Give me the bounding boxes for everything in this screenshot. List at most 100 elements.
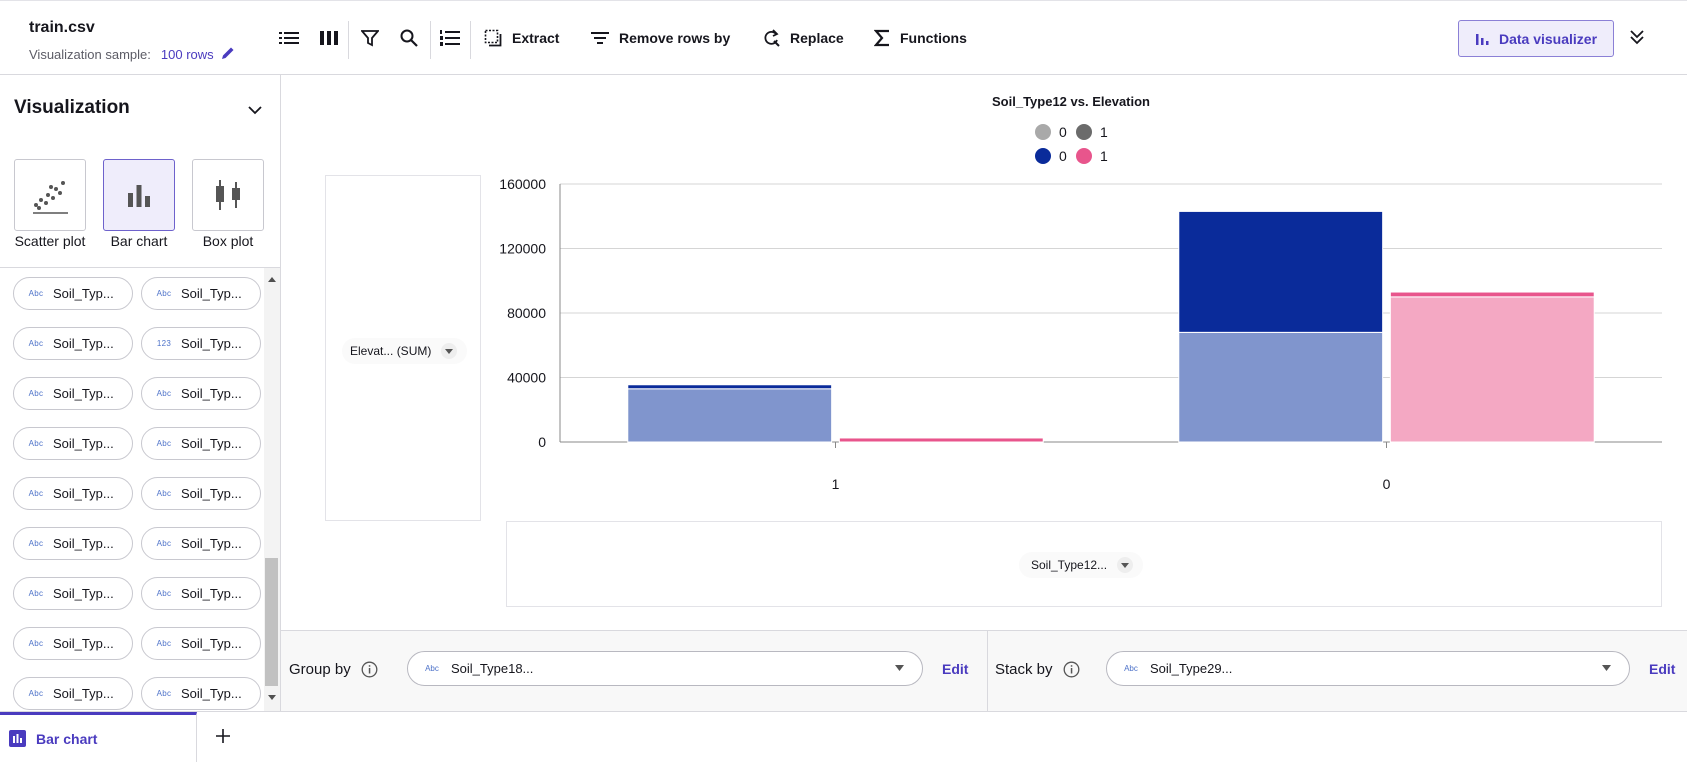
caret-down-icon[interactable] — [1117, 557, 1134, 573]
string-type-icon: Abc — [156, 439, 172, 448]
info-icon — [1063, 661, 1079, 678]
string-type-icon: Abc — [28, 439, 44, 448]
y-tick-label: 0 — [538, 434, 546, 450]
toolbar-divider — [348, 21, 349, 59]
data-visualizer-button[interactable]: Data visualizer — [1458, 20, 1614, 57]
scatter-plot-label: Scatter plot — [14, 233, 86, 249]
field-pill[interactable]: Abc Soil_Typ... — [13, 627, 133, 660]
x-tick-label: 0 — [1383, 476, 1391, 492]
field-label: Soil_Typ... — [53, 336, 114, 351]
y-tick-label: 160000 — [499, 176, 546, 192]
scrollbar-thumb[interactable] — [265, 558, 278, 686]
y-tick-label: 80000 — [507, 305, 546, 321]
caret-down-icon[interactable] — [441, 343, 458, 359]
bar-chart-icon — [128, 185, 150, 207]
x-axis-dropzone[interactable]: Soil_Type12... — [506, 521, 1662, 607]
y-field-chip[interactable]: Elevat... (SUM) — [342, 338, 468, 364]
double-chevron-down-icon[interactable] — [1628, 27, 1646, 52]
functions-button[interactable]: Functions — [874, 26, 967, 50]
sample-rows-link[interactable]: 100 rows — [160, 47, 214, 62]
chart-title: Soil_Type12 vs. Elevation — [992, 94, 1150, 109]
group-by-select[interactable]: Abc Soil_Type18... — [407, 651, 923, 686]
top-toolbar: train.csv Visualization sample: 100 rows … — [0, 0, 1687, 75]
pencil-icon[interactable] — [220, 45, 236, 64]
field-label: Soil_Typ... — [181, 336, 242, 351]
legend-item: 1 — [1076, 148, 1108, 164]
stack-by-value: Soil_Type29... — [1150, 661, 1233, 676]
bar-chart-label: Bar chart — [110, 233, 168, 249]
field-pill[interactable]: 123 Soil_Typ... — [141, 327, 261, 360]
field-pill[interactable]: Abc Soil_Typ... — [141, 277, 261, 310]
visualization-panel: Visualization Scatter plot Bar chart Box… — [0, 75, 281, 711]
field-pill[interactable]: Abc Soil_Typ... — [13, 277, 133, 310]
bar-chart-type-button[interactable] — [103, 159, 175, 231]
field-pill[interactable]: Abc Soil_Typ... — [141, 527, 261, 560]
string-type-icon: Abc — [156, 639, 172, 648]
data-visualizer-label: Data visualizer — [1498, 30, 1598, 47]
legend-dot — [1035, 148, 1051, 164]
field-pill[interactable]: Abc Soil_Typ... — [13, 527, 133, 560]
remove-rows-icon — [591, 32, 609, 44]
tab-bar-chart[interactable]: Bar chart — [0, 712, 197, 762]
field-list-scrollbar[interactable] — [264, 268, 280, 711]
search-icon[interactable] — [397, 26, 421, 50]
field-pill[interactable]: Abc Soil_Typ... — [13, 377, 133, 410]
field-pill[interactable]: Abc Soil_Typ... — [141, 477, 261, 510]
field-pill[interactable]: Abc Soil_Typ... — [141, 577, 261, 610]
y-axis-dropzone[interactable]: Elevat... (SUM) — [325, 175, 481, 521]
list-view-icon[interactable] — [277, 26, 301, 50]
remove-rows-button[interactable]: Remove rows by — [591, 26, 730, 50]
field-pill[interactable]: Abc Soil_Typ... — [141, 427, 261, 460]
bar-segment — [1178, 210, 1384, 333]
field-pill[interactable]: Abc Soil_Typ... — [13, 427, 133, 460]
field-pill[interactable]: Abc Soil_Typ... — [141, 377, 261, 410]
string-type-icon: Abc — [156, 389, 172, 398]
x-tick-label: 1 — [832, 476, 840, 492]
string-type-icon: Abc — [1124, 664, 1138, 673]
extract-button[interactable]: Extract — [484, 26, 559, 50]
stack-by-edit-button[interactable]: Edit — [1649, 661, 1676, 677]
field-label: Soil_Typ... — [181, 386, 242, 401]
stack-by-label: Stack by — [995, 661, 1080, 678]
filter-icon[interactable] — [358, 26, 382, 50]
bar-chart-icon — [1475, 33, 1489, 45]
scatter-plot-button[interactable] — [14, 159, 86, 231]
scroll-down-icon[interactable] — [267, 689, 277, 707]
group-by-label: Group by — [289, 661, 378, 678]
bar-segment — [627, 384, 833, 390]
field-label: Soil_Typ... — [181, 636, 242, 651]
group-stack-divider — [987, 631, 988, 712]
field-pill[interactable]: Abc Soil_Typ... — [13, 477, 133, 510]
chevron-down-icon[interactable] — [248, 102, 262, 120]
sigma-icon — [874, 29, 889, 47]
bar-segment — [1178, 331, 1384, 443]
box-plot-button[interactable] — [192, 159, 264, 231]
numbered-list-icon[interactable] — [438, 26, 462, 50]
field-label: Soil_Typ... — [181, 686, 242, 701]
extract-label: Extract — [512, 30, 560, 46]
y-field-label: Elevat... (SUM) — [350, 344, 432, 358]
group-by-edit-button[interactable]: Edit — [942, 661, 969, 677]
field-label: Soil_Typ... — [53, 586, 114, 601]
field-pill[interactable]: Abc Soil_Typ... — [13, 677, 133, 710]
add-tab-icon[interactable] — [212, 725, 234, 747]
toolbar-divider — [430, 21, 431, 59]
sample-label: Visualization sample: — [29, 47, 151, 62]
stack-by-select[interactable]: Abc Soil_Type29... — [1106, 651, 1630, 686]
string-type-icon: Abc — [28, 639, 44, 648]
field-pill[interactable]: Abc Soil_Typ... — [141, 677, 261, 710]
field-label: Soil_Typ... — [181, 586, 242, 601]
replace-icon — [764, 29, 780, 47]
replace-button[interactable]: Replace — [762, 26, 844, 50]
x-field-chip[interactable]: Soil_Type12... — [1019, 552, 1144, 578]
field-pill[interactable]: Abc Soil_Typ... — [13, 327, 133, 360]
field-label: Soil_Typ... — [53, 436, 114, 451]
file-title: train.csv — [29, 19, 95, 36]
columns-view-icon[interactable] — [317, 26, 341, 50]
scroll-up-icon[interactable] — [267, 270, 277, 288]
field-label: Soil_Typ... — [53, 386, 114, 401]
bar-chart-plot: 0 40000 80000 120000 160000 1 0 — [499, 176, 1662, 492]
field-pill[interactable]: Abc Soil_Typ... — [141, 627, 261, 660]
stack-by-text: Stack by — [995, 661, 1053, 678]
field-pill[interactable]: Abc Soil_Typ... — [13, 577, 133, 610]
